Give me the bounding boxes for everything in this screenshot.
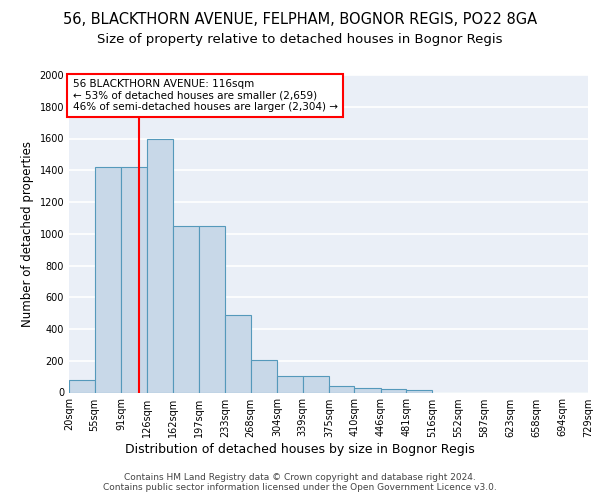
- Bar: [95, 167, 121, 392]
- Text: 56 BLACKTHORN AVENUE: 116sqm
← 53% of detached houses are smaller (2,659)
46% of: 56 BLACKTHORN AVENUE: 116sqm ← 53% of de…: [73, 79, 338, 112]
- Bar: [199, 226, 225, 392]
- Bar: [251, 360, 277, 392]
- Bar: [381, 390, 406, 392]
- Bar: [302, 376, 329, 392]
- Bar: [146, 138, 173, 392]
- Y-axis label: Number of detached properties: Number of detached properties: [21, 141, 34, 327]
- Bar: [329, 386, 355, 392]
- Bar: [277, 376, 302, 392]
- Text: 56, BLACKTHORN AVENUE, FELPHAM, BOGNOR REGIS, PO22 8GA: 56, BLACKTHORN AVENUE, FELPHAM, BOGNOR R…: [63, 12, 537, 28]
- Bar: [355, 388, 381, 392]
- Bar: [406, 390, 432, 392]
- Bar: [69, 380, 95, 392]
- Bar: [225, 314, 251, 392]
- Bar: [121, 167, 146, 392]
- Text: Size of property relative to detached houses in Bognor Regis: Size of property relative to detached ho…: [97, 32, 503, 46]
- Bar: [173, 226, 199, 392]
- Text: Contains HM Land Registry data © Crown copyright and database right 2024.
Contai: Contains HM Land Registry data © Crown c…: [103, 472, 497, 492]
- Text: Distribution of detached houses by size in Bognor Regis: Distribution of detached houses by size …: [125, 442, 475, 456]
